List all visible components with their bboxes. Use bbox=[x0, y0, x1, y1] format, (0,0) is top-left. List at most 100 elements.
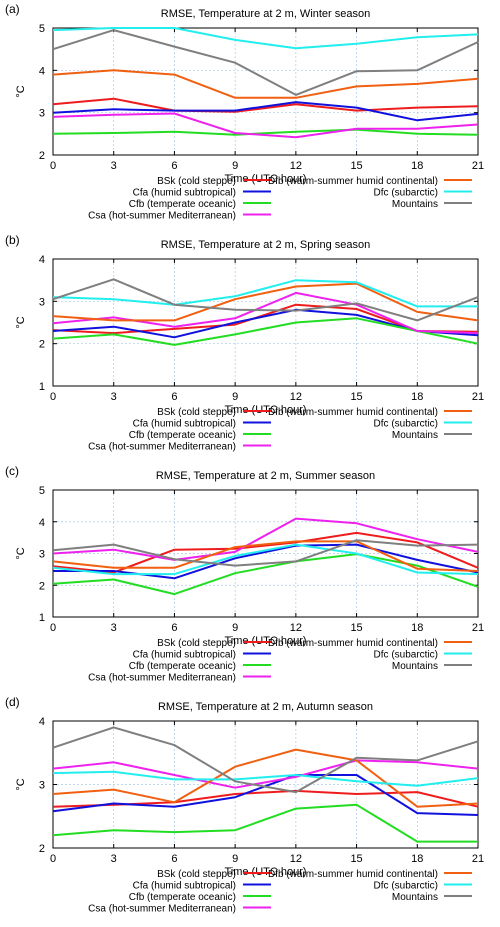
x-tick-label: 12 bbox=[290, 622, 302, 634]
x-tick-label: 12 bbox=[290, 160, 302, 172]
y-tick-label: 2 bbox=[39, 580, 45, 592]
y-tick-label: 3 bbox=[39, 780, 45, 792]
legend: BSk (cold steppe)Cfa (humid subtropical)… bbox=[88, 638, 472, 684]
x-tick-label: 6 bbox=[171, 622, 177, 634]
x-tick-label: 15 bbox=[350, 391, 362, 403]
x-tick-label: 18 bbox=[411, 622, 423, 634]
y-axis-label: °C bbox=[15, 85, 27, 97]
legend-label: Mountains bbox=[392, 892, 438, 903]
legend-label: Dfc (subarctic) bbox=[374, 419, 438, 430]
series-line-mountains bbox=[52, 726, 479, 794]
x-tick-label: 3 bbox=[111, 622, 117, 634]
legend-label: Cfb (temperate oceanic) bbox=[129, 199, 236, 210]
legend-label: Csa (hot-summer Mediterranean) bbox=[88, 211, 236, 222]
y-tick-label: 5 bbox=[39, 485, 45, 497]
legend-label: Csa (hot-summer Mediterranean) bbox=[88, 904, 236, 915]
x-tick-label: 21 bbox=[472, 391, 484, 403]
x-tick-label: 18 bbox=[411, 853, 423, 865]
series-line-cfb bbox=[52, 317, 479, 346]
y-tick-label: 2 bbox=[39, 843, 45, 855]
legend-label: Cfa (humid subtropical) bbox=[133, 650, 236, 661]
x-tick-label: 6 bbox=[171, 853, 177, 865]
legend-label: Csa (hot-summer Mediterranean) bbox=[88, 442, 236, 453]
chart-panel-4: (d) RMSE, Temperature at 2 m, Autumn seas… bbox=[5, 695, 484, 915]
legend-label: Dfc (subarctic) bbox=[374, 881, 438, 892]
legend-label: Dfb (warm-summer humid continental) bbox=[268, 176, 438, 187]
series-line-dfb bbox=[52, 69, 479, 99]
x-tick-label: 15 bbox=[350, 160, 362, 172]
y-tick-label: 4 bbox=[39, 65, 45, 77]
series-line-dfc bbox=[52, 770, 479, 787]
legend: BSk (cold steppe)Cfa (humid subtropical)… bbox=[88, 407, 472, 453]
y-axis-label: °C bbox=[15, 547, 27, 559]
y-tick-label: 1 bbox=[39, 381, 45, 393]
chart-title: RMSE, Temperature at 2 m, Summer season bbox=[156, 470, 375, 482]
legend-label: Cfb (temperate oceanic) bbox=[129, 892, 236, 903]
chart-title: RMSE, Temperature at 2 m, Spring season bbox=[161, 239, 371, 251]
y-axis-label: °C bbox=[15, 778, 27, 790]
legend-label: Mountains bbox=[392, 199, 438, 210]
series-line-mountains bbox=[52, 278, 479, 322]
panel-label: (a) bbox=[5, 2, 20, 16]
legend: BSk (cold steppe)Cfa (humid subtropical)… bbox=[88, 176, 472, 222]
series-line-csa bbox=[52, 517, 479, 561]
x-tick-label: 6 bbox=[171, 160, 177, 172]
legend-label: Mountains bbox=[392, 661, 438, 672]
legend: BSk (cold steppe)Cfa (humid subtropical)… bbox=[88, 869, 472, 915]
y-tick-label: 2 bbox=[39, 339, 45, 351]
x-tick-label: 21 bbox=[472, 622, 484, 634]
x-tick-label: 0 bbox=[50, 160, 56, 172]
series-line-cfa bbox=[53, 543, 479, 580]
legend-label: Dfc (subarctic) bbox=[374, 650, 438, 661]
y-tick-label: 1 bbox=[39, 612, 45, 624]
series-line-bsk bbox=[52, 97, 479, 113]
series-line-cfb bbox=[52, 128, 479, 136]
series-line-csa bbox=[52, 112, 479, 139]
series-line-dfb bbox=[52, 282, 479, 322]
series-line-cfa bbox=[52, 101, 479, 122]
series-line-mountains bbox=[52, 29, 479, 96]
x-tick-label: 15 bbox=[350, 622, 362, 634]
series-line-dfb bbox=[52, 748, 479, 808]
plot-frame bbox=[52, 258, 479, 387]
series-line-dfc bbox=[52, 543, 479, 576]
legend-label: Dfc (subarctic) bbox=[374, 188, 438, 199]
y-tick-label: 4 bbox=[39, 517, 45, 529]
legend-label: Dfb (warm-summer humid continental) bbox=[268, 638, 438, 649]
y-tick-label: 3 bbox=[39, 108, 45, 120]
series-line-dfc bbox=[52, 279, 478, 308]
x-tick-label: 9 bbox=[232, 853, 238, 865]
series-line-csa bbox=[52, 291, 479, 335]
chart-title: RMSE, Temperature at 2 m, Autumn season bbox=[158, 701, 373, 713]
plot-frame bbox=[52, 27, 479, 156]
x-tick-label: 3 bbox=[111, 853, 117, 865]
legend-label: BSk (cold steppe) bbox=[157, 638, 236, 649]
y-axis-label: °C bbox=[15, 316, 27, 328]
x-tick-label: 21 bbox=[472, 160, 484, 172]
legend-label: Cfb (temperate oceanic) bbox=[129, 430, 236, 441]
chart-panel-1: (a) RMSE, Temperature at 2 m, Winter seas… bbox=[5, 2, 484, 222]
x-tick-label: 6 bbox=[171, 391, 177, 403]
panel-label: (d) bbox=[5, 695, 20, 709]
legend-label: Dfb (warm-summer humid continental) bbox=[268, 407, 438, 418]
panel-label: (c) bbox=[5, 464, 19, 478]
chart-panel-2: (b) RMSE, Temperature at 2 m, Spring seas… bbox=[5, 233, 484, 453]
legend-label: Csa (hot-summer Mediterranean) bbox=[88, 673, 236, 684]
x-tick-label: 9 bbox=[232, 160, 238, 172]
legend-label: BSk (cold steppe) bbox=[157, 407, 236, 418]
x-tick-label: 3 bbox=[111, 160, 117, 172]
legend-label: Cfa (humid subtropical) bbox=[133, 188, 236, 199]
x-tick-label: 0 bbox=[50, 391, 56, 403]
y-tick-label: 4 bbox=[39, 254, 45, 266]
x-tick-label: 0 bbox=[50, 853, 56, 865]
x-tick-label: 21 bbox=[472, 853, 484, 865]
series-line-csa bbox=[52, 759, 479, 789]
series-line-cfa bbox=[52, 774, 479, 816]
chart-panel-3: (c) RMSE, Temperature at 2 m, Summer seas… bbox=[5, 464, 484, 684]
x-tick-label: 12 bbox=[290, 853, 302, 865]
y-tick-label: 2 bbox=[39, 150, 45, 162]
x-tick-label: 15 bbox=[350, 853, 362, 865]
legend-label: Cfa (humid subtropical) bbox=[133, 419, 236, 430]
x-tick-label: 18 bbox=[411, 160, 423, 172]
